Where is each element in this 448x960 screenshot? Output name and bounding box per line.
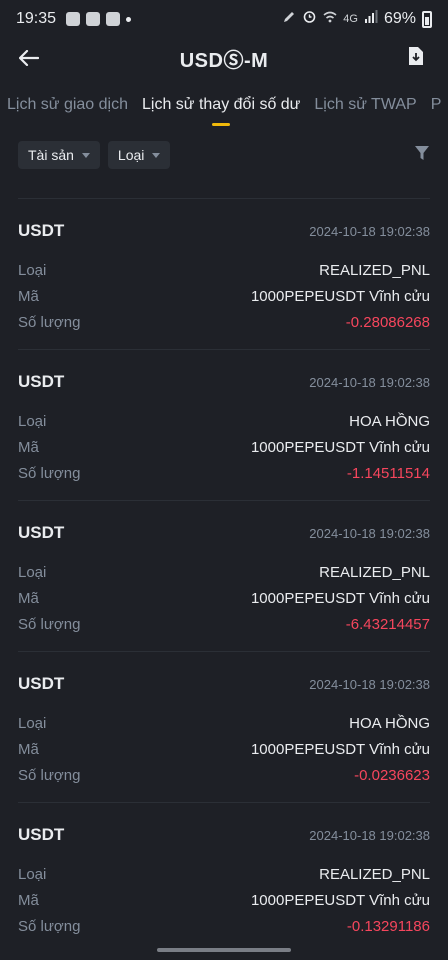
type-label: Loại xyxy=(18,261,47,279)
signal-icon xyxy=(364,9,378,29)
entry-type: HOA HỒNG xyxy=(349,412,430,430)
status-bar: 19:35 4G 69% xyxy=(0,0,448,38)
divider xyxy=(18,802,430,803)
wifi-icon xyxy=(323,10,337,29)
balance-history-list: USDT 2024-10-18 19:02:38 Loại REALIZED_P… xyxy=(0,198,448,953)
type-label: Loại xyxy=(18,563,47,581)
arrow-left-icon xyxy=(19,50,39,66)
entry-code: 1000PEPEUSDT Vĩnh cửu xyxy=(250,438,430,456)
divider xyxy=(18,651,430,652)
entry-time: 2024-10-18 19:02:38 xyxy=(309,223,430,239)
amount-label: Số lượng xyxy=(18,917,81,935)
entry-amount: -0.28086268 xyxy=(345,313,430,331)
entry-time: 2024-10-18 19:02:38 xyxy=(309,374,430,390)
page-title: USDⓈ-M xyxy=(179,49,269,72)
header: USDⓈ-M xyxy=(0,38,448,78)
alarm-icon xyxy=(302,9,317,29)
entry-asset: USDT xyxy=(18,221,65,240)
entry-amount: -0.13291186 xyxy=(346,917,430,935)
home-indicator[interactable] xyxy=(157,948,291,952)
entry-amount: -6.43214457 xyxy=(345,615,430,633)
tab-trade-history[interactable]: Lịch sử giao dịch xyxy=(7,96,128,113)
type-filter-dropdown[interactable]: Loại xyxy=(107,141,171,169)
back-button[interactable] xyxy=(16,46,42,70)
list-item[interactable]: USDT 2024-10-18 19:02:38 Loại HOA HỒNG M… xyxy=(0,652,448,802)
tiktok-icon xyxy=(106,12,121,26)
tab-bar: Lịch sử giao dịch Lịch sử thay đổi số dư… xyxy=(0,86,448,128)
tab-balance-history[interactable]: Lịch sử thay đổi số dư xyxy=(135,86,307,128)
entry-asset: USDT xyxy=(18,825,65,844)
divider xyxy=(18,500,430,501)
entry-time: 2024-10-18 19:02:38 xyxy=(309,827,430,843)
tab-twap-history[interactable]: Lịch sử TWAP xyxy=(314,96,417,113)
type-label: Loại xyxy=(18,412,47,430)
battery-percent: 69% xyxy=(383,10,416,27)
type-filter-label: Loại xyxy=(117,147,145,163)
entry-type: REALIZED_PNL xyxy=(319,563,430,581)
entry-code: 1000PEPEUSDT Vĩnh cửu xyxy=(250,740,430,758)
entry-asset: USDT xyxy=(18,523,65,542)
filter-bar: Tài sản Loại xyxy=(18,140,430,170)
list-item[interactable]: USDT 2024-10-18 19:02:38 Loại REALIZED_P… xyxy=(0,199,448,349)
entry-time: 2024-10-18 19:02:38 xyxy=(309,525,430,541)
amount-label: Số lượng xyxy=(18,766,81,784)
code-label: Mã xyxy=(18,438,39,456)
funnel-icon xyxy=(415,146,429,160)
asset-filter-dropdown[interactable]: Tài sản xyxy=(18,141,100,169)
filter-button[interactable] xyxy=(414,145,430,166)
amount-label: Số lượng xyxy=(18,464,81,482)
messenger-icon xyxy=(66,12,81,26)
battery-icon xyxy=(422,10,432,28)
amount-label: Số lượng xyxy=(18,313,81,331)
caret-down-icon xyxy=(81,152,90,158)
code-label: Mã xyxy=(18,589,39,607)
code-label: Mã xyxy=(18,287,39,305)
entry-type: HOA HỒNG xyxy=(349,714,430,732)
type-label: Loại xyxy=(18,714,47,732)
list-item[interactable]: USDT 2024-10-18 19:02:38 Loại HOA HỒNG M… xyxy=(0,350,448,500)
entry-amount: -1.14511514 xyxy=(346,464,430,482)
status-time: 19:35 xyxy=(16,10,57,27)
caret-down-icon xyxy=(152,152,161,158)
code-label: Mã xyxy=(18,740,39,758)
list-item[interactable]: USDT 2024-10-18 19:02:38 Loại REALIZED_P… xyxy=(0,501,448,651)
asset-filter-label: Tài sản xyxy=(28,147,74,163)
entry-amount: -0.0236623 xyxy=(354,766,430,784)
file-download-icon xyxy=(409,47,423,65)
pen-icon xyxy=(282,10,296,29)
zalo-icon xyxy=(86,12,101,26)
code-label: Mã xyxy=(18,891,39,909)
notification-dot-icon xyxy=(126,16,132,22)
entry-asset: USDT xyxy=(18,372,65,391)
entry-type: REALIZED_PNL xyxy=(319,261,430,279)
entry-time: 2024-10-18 19:02:38 xyxy=(309,676,430,692)
export-button[interactable] xyxy=(408,46,430,70)
divider xyxy=(18,198,430,199)
entry-code: 1000PEPEUSDT Vĩnh cửu xyxy=(250,287,430,305)
tab-more[interactable]: P xyxy=(430,96,442,113)
entry-code: 1000PEPEUSDT Vĩnh cửu xyxy=(250,589,430,607)
amount-label: Số lượng xyxy=(18,615,81,633)
entry-code: 1000PEPEUSDT Vĩnh cửu xyxy=(250,891,430,909)
divider xyxy=(18,349,430,350)
entry-asset: USDT xyxy=(18,674,65,693)
network-type: 4G xyxy=(343,13,358,25)
type-label: Loại xyxy=(18,865,47,883)
entry-type: REALIZED_PNL xyxy=(319,865,430,883)
list-item[interactable]: USDT 2024-10-18 19:02:38 Loại REALIZED_P… xyxy=(0,803,448,953)
